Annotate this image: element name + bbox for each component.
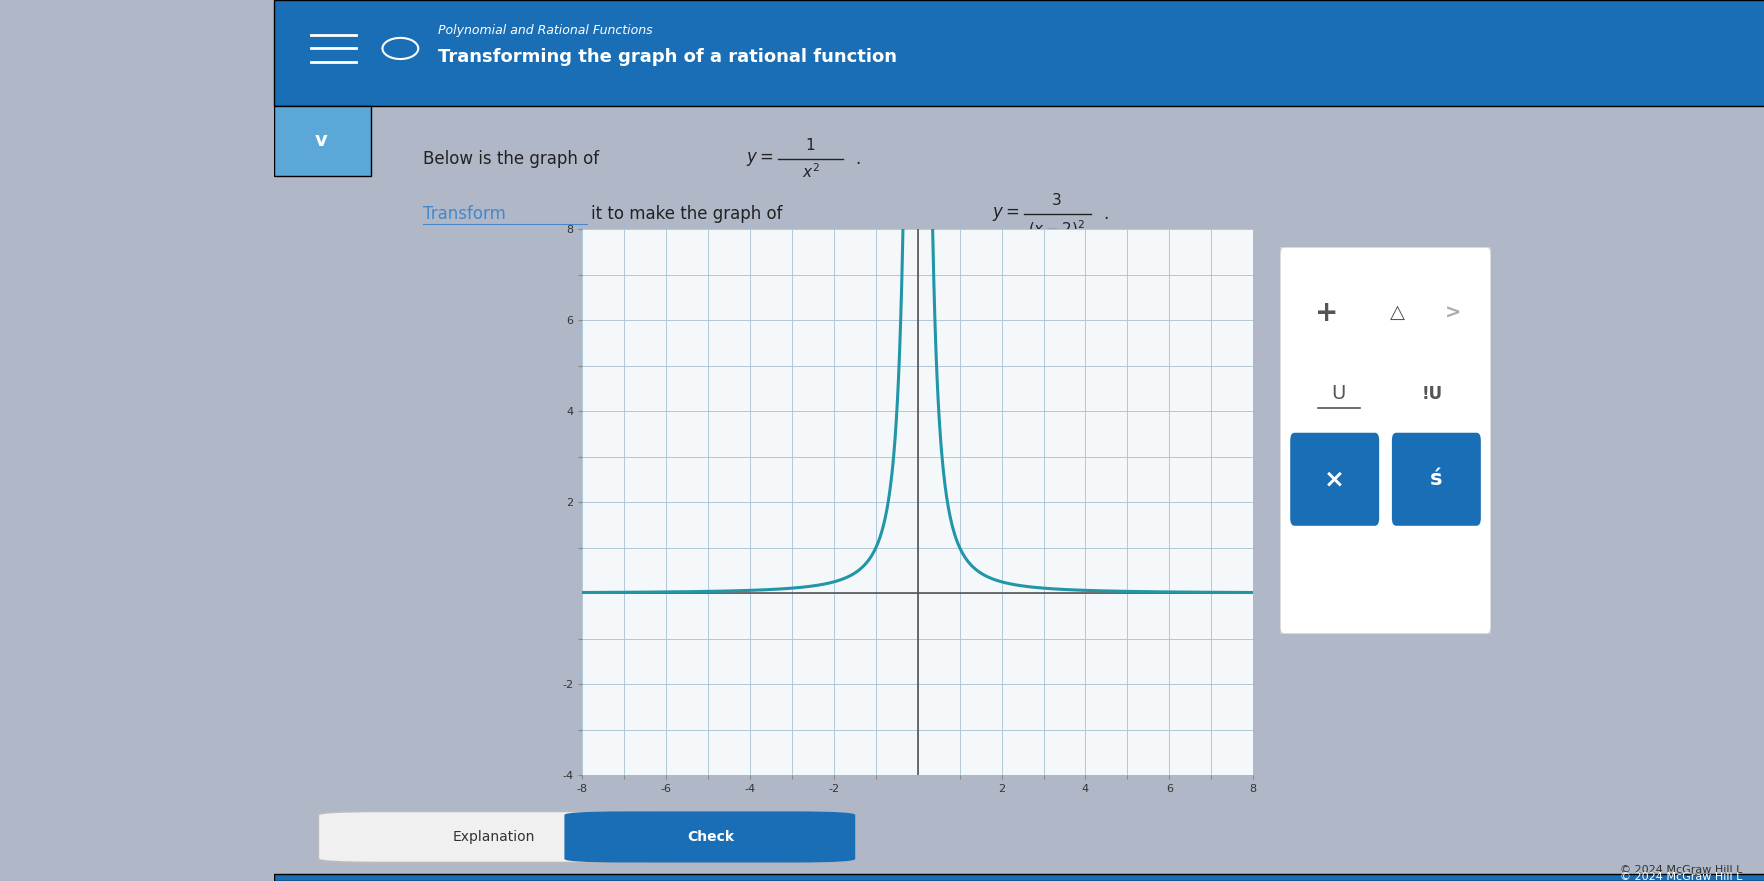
Text: Explanation: Explanation	[453, 830, 534, 844]
FancyBboxPatch shape	[273, 0, 1764, 106]
Text: ×: ×	[1323, 467, 1344, 492]
Text: !U: !U	[1420, 385, 1441, 403]
Text: it to make the graph of: it to make the graph of	[591, 205, 781, 223]
Text: $(x-2)^2$: $(x-2)^2$	[1027, 218, 1085, 240]
Text: 1: 1	[804, 137, 815, 153]
Text: © 2024 McGraw Hill L: © 2024 McGraw Hill L	[1619, 872, 1741, 881]
FancyBboxPatch shape	[318, 811, 669, 862]
Text: Check: Check	[686, 830, 734, 844]
Text: $\triangle$: $\triangle$	[1385, 303, 1406, 322]
Text: © 2024 McGraw Hill L: © 2024 McGraw Hill L	[1619, 865, 1741, 876]
FancyBboxPatch shape	[564, 811, 856, 862]
Text: Transforming the graph of a rational function: Transforming the graph of a rational fun…	[437, 48, 896, 66]
Text: $y =$: $y =$	[744, 150, 773, 167]
Text: ś: ś	[1429, 470, 1441, 489]
Text: .: .	[856, 150, 861, 167]
FancyBboxPatch shape	[1279, 247, 1491, 634]
Text: +: +	[1314, 299, 1337, 327]
Text: Transform: Transform	[423, 205, 505, 223]
FancyBboxPatch shape	[273, 106, 370, 176]
Text: $x^2$: $x^2$	[801, 162, 818, 181]
Text: 3: 3	[1051, 193, 1060, 209]
Text: v: v	[314, 131, 328, 151]
FancyBboxPatch shape	[273, 874, 1764, 881]
Text: Below is the graph of: Below is the graph of	[423, 150, 598, 167]
Text: .: .	[1102, 205, 1108, 223]
FancyBboxPatch shape	[1289, 433, 1378, 526]
Text: >: >	[1445, 303, 1461, 322]
Text: $y =$: $y =$	[991, 205, 1020, 223]
Text: U: U	[1332, 384, 1346, 403]
Text: Polynomial and Rational Functions: Polynomial and Rational Functions	[437, 25, 653, 37]
FancyBboxPatch shape	[1392, 433, 1480, 526]
